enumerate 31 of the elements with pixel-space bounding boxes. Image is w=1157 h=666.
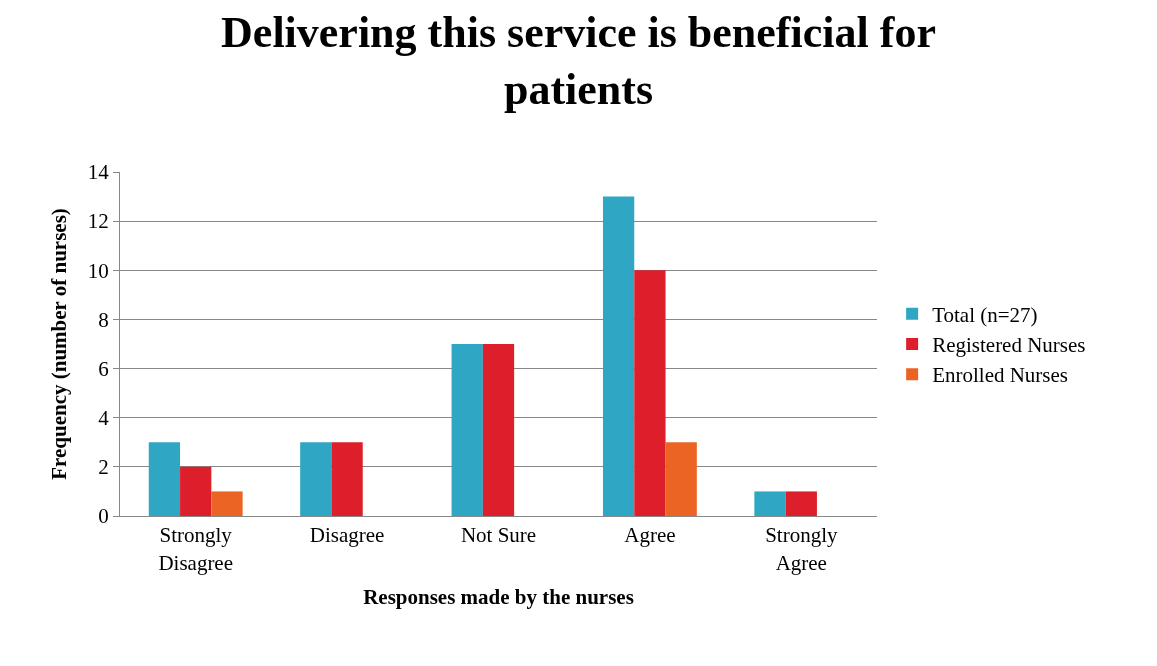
y-tick-label: 0: [98, 504, 109, 529]
x-axis-title: Responses made by the nurses: [363, 584, 634, 609]
bar: [148, 442, 181, 516]
y-tick-label: 8: [98, 307, 109, 332]
bar: [665, 442, 697, 516]
y-axis-title: Frequency (number of nurses): [46, 208, 71, 480]
bar: [785, 491, 817, 516]
bar: [754, 491, 786, 516]
bar: [331, 442, 363, 516]
y-tick-label: 4: [98, 406, 110, 431]
x-tick-label: Disagree: [309, 523, 385, 548]
x-tick-label: Strongly Disagree: [158, 523, 234, 575]
bar: [634, 270, 666, 516]
bar: [211, 491, 243, 516]
bar: [451, 344, 483, 516]
y-tick-label: 10: [87, 258, 109, 283]
x-tick-label: Not Sure: [460, 523, 537, 548]
bar: [482, 344, 515, 516]
legend-label: Enrolled Nurses: [932, 363, 1069, 388]
bar: [602, 196, 635, 516]
y-tick-label: 2: [98, 455, 109, 480]
bar: [300, 442, 332, 516]
x-tick-label: Strongly Agree: [765, 523, 838, 575]
legend-label: Registered Nurses: [932, 333, 1086, 358]
x-tick-label: Agree: [624, 523, 676, 548]
bar: [180, 466, 212, 516]
chart-title: Delivering this service is beneficial for patients: [221, 7, 936, 114]
y-tick-label: 12: [87, 209, 109, 234]
y-tick-label: 14: [87, 160, 110, 185]
legend-label: Total (n=27): [932, 302, 1038, 327]
y-tick-label: 6: [98, 356, 109, 381]
